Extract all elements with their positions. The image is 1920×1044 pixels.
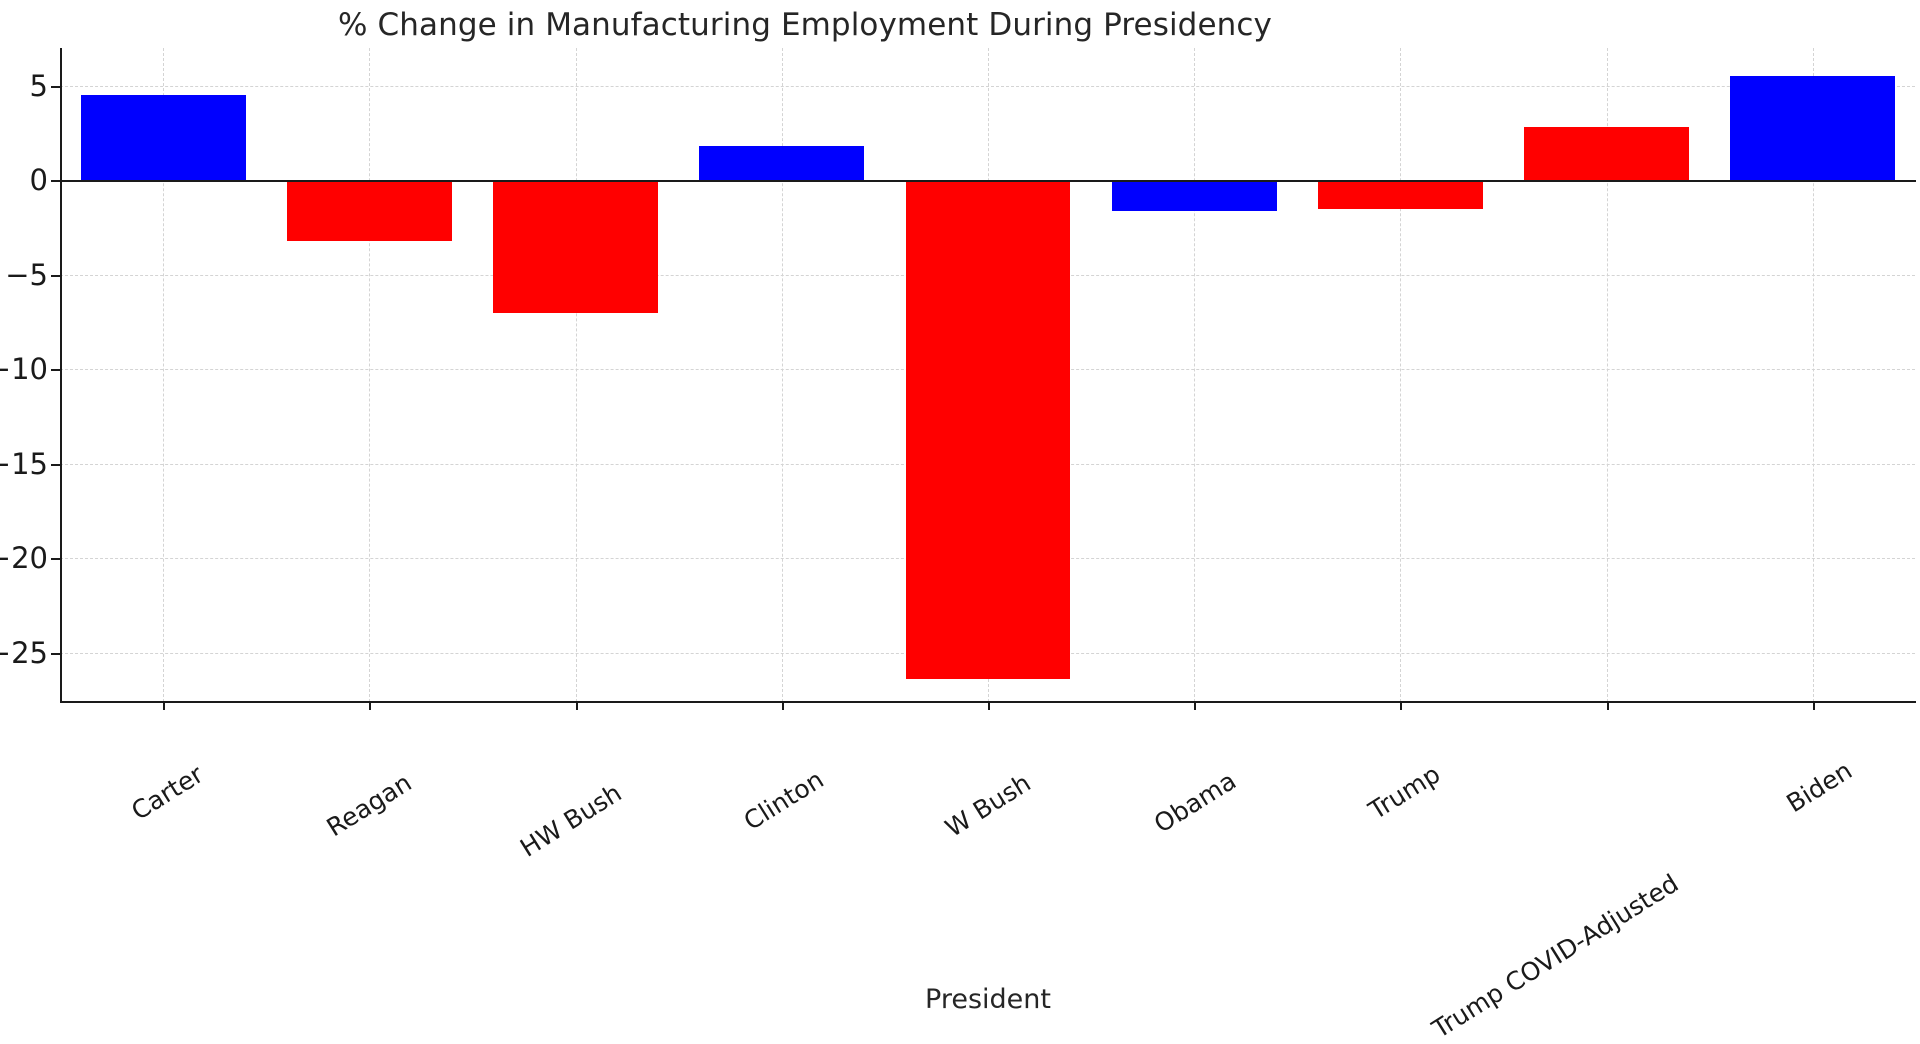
gridline-x-8 [1812,48,1814,702]
bar-clinton[interactable] [699,146,865,181]
bar-reagan[interactable] [286,180,452,241]
x-tick-mark-6 [1400,701,1403,710]
x-tick-label-text-0: Carter [126,759,209,826]
gridline-y-0 [60,85,1915,87]
y-tick-mark-3 [51,369,60,372]
y-axis-spine [60,48,62,703]
x-tick-label-obama: Obama [1149,718,1318,839]
y-tick-label-0: 5 [29,68,48,103]
x-tick-mark-2 [575,701,578,710]
gridline-x-3 [781,48,783,702]
x-tick-label-text-5: Obama [1149,765,1242,839]
y-tick-mark-5 [51,558,60,561]
x-tick-label-text-6: Trump [1364,759,1446,826]
bar-w-bush[interactable] [905,180,1071,680]
x-tick-label-hw-bush: HW Bush [515,718,722,863]
gridline-x-5 [1194,48,1196,702]
gridline-x-0 [163,48,165,702]
x-axis-title: President [925,984,1051,1015]
x-tick-mark-1 [369,701,372,710]
x-tick-mark-5 [1194,701,1197,710]
y-tick-label-6: −25 [0,635,48,670]
y-tick-mark-0 [51,85,60,88]
bar-trump-covid-adjusted[interactable] [1524,127,1690,181]
x-tick-mark-0 [163,701,166,710]
x-tick-mark-8 [1812,701,1815,710]
y-tick-label-1: 0 [29,163,48,198]
x-tick-label-w-bush: W Bush [940,718,1116,843]
y-tick-label-4: −15 [0,446,48,481]
x-tick-label-biden: Biden [1781,718,1918,818]
gridline-x-1 [369,48,371,702]
bar-obama[interactable] [1111,180,1277,211]
gridline-x-7 [1606,48,1608,702]
gridline-x-6 [1400,48,1402,702]
zero-baseline [60,180,1916,183]
x-tick-mark-7 [1606,701,1609,710]
bar-carter[interactable] [80,95,246,181]
x-tick-mark-3 [781,701,784,710]
bar-trump[interactable] [1317,180,1483,209]
x-tick-label-reagan: Reagan [322,718,497,842]
bar-hw-bush[interactable] [493,180,659,313]
x-tick-label-text-4: W Bush [940,768,1036,843]
y-tick-mark-1 [51,180,60,183]
y-tick-label-3: −10 [0,352,48,387]
y-tick-label-5: −20 [0,541,48,576]
y-tick-label-2: −5 [5,257,48,292]
x-tick-label-text-3: Clinton [738,764,829,837]
x-tick-label-trump: Trump [1364,718,1511,825]
bar-biden[interactable] [1730,76,1896,181]
y-tick-mark-4 [51,463,60,466]
x-tick-label-carter: Carter [126,718,275,826]
x-tick-mark-4 [988,701,990,710]
x-tick-label-text-1: Reagan [321,767,417,843]
y-tick-mark-2 [51,274,60,277]
x-tick-label-text-8: Biden [1781,755,1858,819]
gridline-x-2 [575,48,577,702]
x-tick-label-text-7: Trump COVID-Adjusted [1426,868,1684,1044]
x-tick-label-text-2: HW Bush [514,778,627,863]
x-tick-label-clinton: Clinton [738,718,903,836]
y-tick-mark-6 [51,652,60,655]
chart-title: % Change in Manufacturing Employment Dur… [338,7,1272,43]
plot-area [60,48,1915,702]
